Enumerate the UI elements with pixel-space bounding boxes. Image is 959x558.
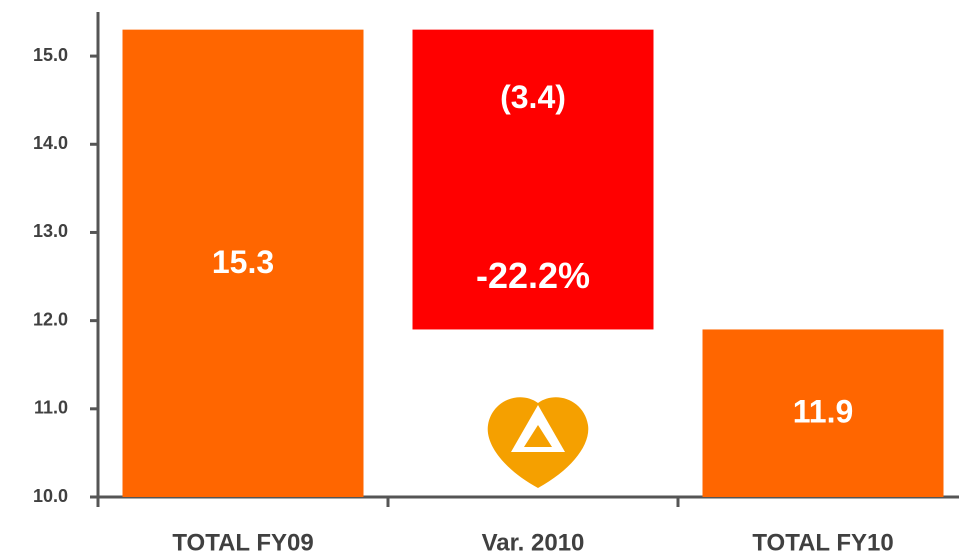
value-label: 11.9 <box>793 394 854 430</box>
bar <box>122 29 364 498</box>
y-tick-label: 14.0 <box>33 133 68 153</box>
x-tick-label: TOTAL FY09 <box>172 529 313 556</box>
y-tick-label: 10.0 <box>33 486 68 506</box>
bar <box>412 29 654 330</box>
x-tick-label: TOTAL FY10 <box>752 529 893 556</box>
y-tick-label: 15.0 <box>33 45 68 65</box>
bar <box>702 329 944 497</box>
x-tick-label: Var. 2010 <box>482 529 585 556</box>
change-label: -22.2% <box>476 255 590 296</box>
y-tick-label: 12.0 <box>33 309 68 329</box>
value-label: (3.4) <box>500 79 566 115</box>
y-tick-label: 11.0 <box>34 398 68 418</box>
value-label: 15.3 <box>212 244 274 280</box>
y-tick-label: 13.0 <box>33 221 68 241</box>
logo <box>487 397 589 488</box>
